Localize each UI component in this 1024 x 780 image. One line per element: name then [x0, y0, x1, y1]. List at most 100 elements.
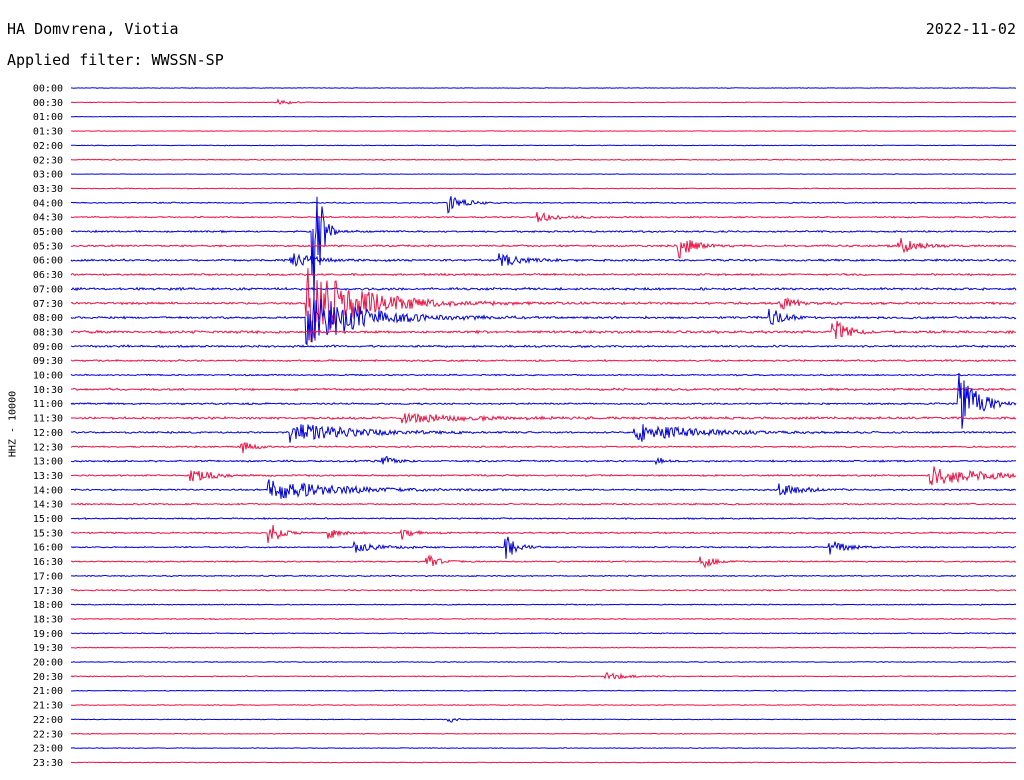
trace-2130	[70, 704, 1017, 707]
trace-2300	[70, 747, 1017, 750]
time-label: 20:30	[33, 672, 63, 683]
time-label: 05:00	[33, 227, 63, 238]
time-label: 06:00	[33, 256, 63, 267]
trace-1400	[70, 479, 1017, 499]
trace-0830	[70, 320, 1017, 339]
time-label: 00:30	[33, 98, 63, 109]
trace-0900	[70, 344, 1017, 349]
trace-1530	[70, 524, 1017, 544]
trace-1200	[70, 424, 1016, 443]
time-label: 19:30	[33, 643, 63, 654]
trace-0530	[70, 238, 1017, 259]
time-label: 15:30	[33, 528, 63, 539]
trace-1500	[70, 517, 1017, 521]
trace-0130	[70, 130, 1017, 132]
trace-1130	[70, 412, 1017, 425]
trace-1700	[70, 574, 1017, 578]
time-label: 10:00	[33, 371, 63, 382]
time-label: 23:00	[33, 744, 63, 755]
time-label: 14:00	[33, 485, 63, 496]
trace-2230	[70, 732, 1017, 735]
trace-0800	[70, 296, 1017, 346]
trace-1830	[70, 617, 1017, 621]
trace-0330	[70, 187, 1017, 190]
time-label: 22:00	[33, 715, 63, 726]
trace-2100	[71, 689, 1017, 692]
trace-2200	[70, 718, 1017, 723]
time-label: 03:30	[33, 184, 63, 195]
time-label: 07:30	[33, 299, 63, 310]
time-label: 11:00	[33, 399, 63, 410]
time-label: 03:00	[33, 170, 63, 181]
trace-2030	[70, 671, 1017, 680]
trace-0700	[70, 286, 1017, 292]
time-label: 07:00	[33, 284, 63, 295]
trace-1300	[70, 455, 1016, 466]
time-label: 00:00	[33, 84, 63, 95]
time-label: 12:00	[33, 428, 63, 439]
trace-1000	[70, 373, 1017, 377]
trace-1800	[70, 603, 1017, 606]
trace-1630	[70, 554, 1017, 569]
time-label: 13:30	[33, 471, 63, 482]
time-label: 19:00	[33, 629, 63, 640]
time-label: 18:30	[33, 614, 63, 625]
time-label: 08:30	[33, 327, 63, 338]
trace-0500	[70, 196, 1017, 302]
trace-1930	[70, 646, 1017, 649]
time-label: 12:30	[33, 442, 63, 453]
trace-0030	[70, 98, 1017, 105]
time-label: 01:00	[33, 112, 63, 123]
trace-0300	[70, 173, 1017, 175]
trace-0630	[70, 272, 1017, 277]
trace-1600	[70, 536, 1017, 559]
time-label: 16:00	[33, 543, 63, 554]
time-label: 04:30	[33, 213, 63, 224]
time-label: 16:30	[33, 557, 63, 568]
time-label: 22:30	[33, 729, 63, 740]
time-label: 02:00	[33, 141, 63, 152]
trace-1730	[70, 588, 1017, 592]
trace-0100	[70, 115, 1017, 118]
station-title: HA Domvrena, Viotia	[7, 20, 179, 38]
trace-2000	[70, 660, 1017, 664]
time-label: 14:30	[33, 500, 63, 511]
time-label: 06:30	[33, 270, 63, 281]
time-label: 21:30	[33, 701, 63, 712]
trace-1230	[70, 441, 1017, 454]
trace-0730	[70, 268, 1017, 343]
time-label: 18:00	[33, 600, 63, 611]
trace-0230	[70, 158, 1016, 161]
trace-1100	[70, 372, 1017, 429]
trace-1430	[70, 502, 1017, 506]
time-label: 17:00	[33, 571, 63, 582]
trace-0400	[71, 196, 1017, 214]
trace-0930	[70, 358, 1017, 363]
time-label: 13:00	[33, 457, 63, 468]
time-label: 11:30	[33, 414, 63, 425]
trace-0000	[70, 87, 1016, 89]
time-label: 17:30	[33, 586, 63, 597]
time-label: 05:30	[33, 241, 63, 252]
time-label: 02:30	[33, 155, 63, 166]
trace-1900	[70, 632, 1016, 635]
date-label: 2022-11-02	[925, 20, 1016, 38]
time-label: 04:00	[33, 198, 63, 209]
trace-0600	[70, 253, 1017, 268]
time-label: 01:30	[33, 127, 63, 138]
trace-2330	[70, 761, 1017, 764]
trace-1030	[70, 387, 1017, 392]
trace-0430	[70, 211, 1017, 223]
time-label: 21:00	[33, 686, 63, 697]
filter-label: Applied filter: WWSSN-SP	[7, 51, 224, 69]
time-label: 09:30	[33, 356, 63, 367]
time-label: 23:30	[33, 758, 63, 769]
time-label: 09:00	[33, 342, 63, 353]
trace-1330	[70, 466, 1017, 486]
time-label: 15:00	[33, 514, 63, 525]
trace-0200	[70, 144, 1017, 147]
time-label: 20:00	[33, 658, 63, 669]
time-label: 10:30	[33, 385, 63, 396]
time-label: 08:00	[33, 313, 63, 324]
